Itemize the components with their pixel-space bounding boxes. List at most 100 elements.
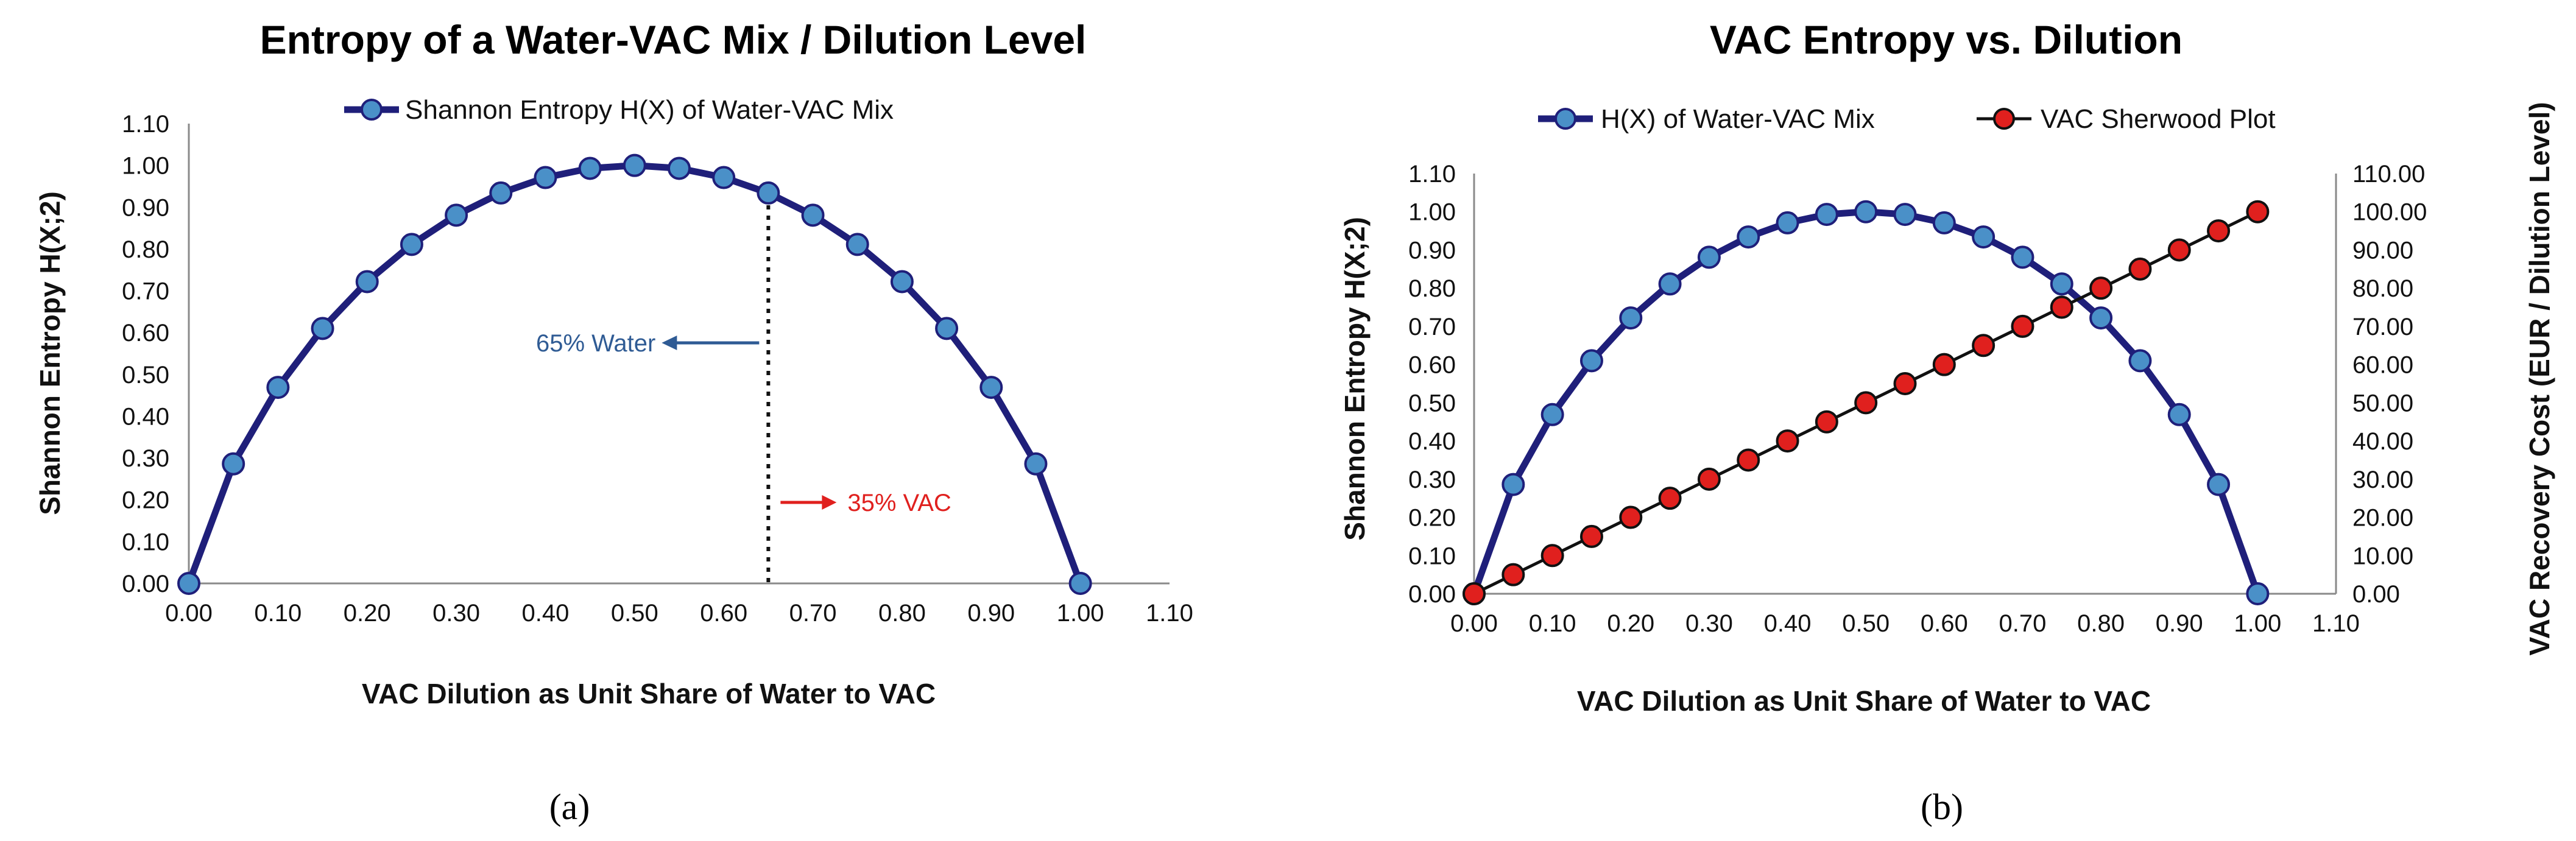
chart-b-sherwood-point	[2167, 238, 2191, 262]
chart-a-y-axis-title: Shannon Entropy H(X;2)	[34, 191, 66, 515]
chart-b-entropy-point	[2011, 245, 2034, 269]
chart-a-data-point	[757, 181, 780, 205]
chart-b-y2-axis-title: VAC Recovery Cost (EUR / Dilution Level)	[2524, 102, 2555, 655]
chart-b-title: VAC Entropy vs. Dilution	[1710, 17, 2183, 62]
chart-b-entropy-point	[1619, 306, 1643, 330]
chart-b-y2-tick-label: 60.00	[2352, 352, 2413, 379]
chart-b-entropy-point	[1658, 272, 1682, 296]
chart-a-y-tick-label: 0.00	[122, 571, 169, 597]
chart-b-entropy-point	[1893, 203, 1917, 227]
chart-b-y2-tick-label: 20.00	[2352, 505, 2413, 532]
chart-b-legend-marker-1	[1554, 108, 1576, 130]
chart-b-entropy-point	[2207, 473, 2231, 496]
chart-b-sherwood-point	[2050, 295, 2073, 319]
chart-b-x-tick-label: 1.10	[2312, 610, 2360, 637]
chart-b-x-tick-label: 0.60	[1921, 610, 1968, 637]
chart-b-entropy-point	[2128, 349, 2152, 373]
chart-b-y-axis-title: Shannon Entropy H(X;2)	[1339, 217, 1371, 541]
chart-a-data-point	[489, 181, 513, 205]
chart-a-y-tick-label: 0.70	[122, 278, 169, 305]
chart-b-y2-tick-label: 80.00	[2352, 275, 2413, 302]
chart-b-y2-tick-label: 30.00	[2352, 466, 2413, 493]
chart-a-y-tick-label: 0.10	[122, 529, 169, 555]
chart-a-data-point	[355, 270, 379, 294]
chart-b-y-tick-label: 0.70	[1408, 314, 1456, 340]
chart-a-series-line	[185, 162, 1084, 585]
chart-b-entropy-point	[2089, 306, 2113, 330]
chart-b-sherwood-point	[1972, 334, 1996, 357]
chart-a-x-tick-labels: 0.00 0.10 0.20 0.30 0.40 0.50 0.60 0.70 0.80 0.90…	[165, 600, 1193, 627]
chart-b-sherwood-point	[2207, 219, 2231, 243]
chart-b-y-tick-label: 0.60	[1408, 352, 1456, 379]
chart-a-data-point	[935, 317, 959, 340]
chart-a-x-axis-title: VAC Dilution as Unit Share of Water to V…	[362, 678, 936, 709]
chart-b-legend-label-1: H(X) of Water-VAC Mix	[1601, 104, 1875, 134]
chart-b-x-axis-title: VAC Dilution as Unit Share of Water to V…	[1577, 685, 2151, 717]
chart-b-y-tick-label: 0.30	[1408, 466, 1456, 493]
chart-a-x-tick-label: 0.20	[344, 600, 391, 627]
chart-a-x-tick-label: 0.30	[432, 600, 480, 627]
chart-b-x-tick-label: 0.40	[1764, 610, 1812, 637]
chart-a-x-tick-label: 1.00	[1057, 600, 1104, 627]
chart-b-legend: H(X) of Water-VAC Mix VAC Sherwood Plot	[1538, 104, 2276, 134]
chart-b-sherwood-point	[1893, 372, 1917, 395]
chart-a-data-point	[801, 203, 825, 227]
chart-b-x-tick-label: 0.50	[1842, 610, 1890, 637]
chart-a-y-tick-label: 0.40	[122, 403, 169, 430]
chart-a-data-point	[1024, 452, 1048, 476]
chart-a-data-point	[845, 233, 869, 256]
chart-b-entropy-point	[1972, 225, 1996, 249]
chart-b-x-tick-label: 0.20	[1607, 610, 1654, 637]
chart-a-data-point	[578, 157, 602, 180]
chart-b-x-tick-label: 0.00	[1450, 610, 1498, 637]
chart-b-y-tick-label: 0.10	[1408, 543, 1456, 569]
chart-b-entropy-point	[1579, 349, 1603, 373]
chart-b-y2-tick-label: 110.00	[2352, 161, 2425, 188]
chart-b-entropy-point	[1737, 225, 1760, 249]
chart-b-entropy-point	[1932, 211, 1956, 234]
chart-b-y2-tick-label: 90.00	[2352, 237, 2413, 264]
chart-b-sherwood-point	[1463, 582, 1486, 605]
chart-b-y2-tick-label: 100.00	[2352, 199, 2427, 226]
chart-a-x-tick-label: 0.50	[611, 600, 658, 627]
chart-panel-b: VAC Entropy vs. Dilution H(X) of Water-V…	[1339, 17, 2555, 827]
chart-b-y2-tick-labels: 0.00 10.00 20.00 30.00 40.00 50.00 60.00 70.00 8…	[2352, 161, 2427, 608]
chart-b-sherwood-point	[1776, 429, 1799, 453]
chart-a-water-annotation: 65% Water	[536, 330, 655, 357]
chart-b-sherwood-points	[1463, 200, 2270, 605]
chart-b-entropy-point	[1776, 211, 1799, 234]
chart-b-sherwood-point	[1501, 563, 1525, 586]
chart-b-legend-label-2: VAC Sherwood Plot	[2041, 104, 2276, 134]
chart-b-y2-tick-label: 50.00	[2352, 390, 2413, 417]
panel-a-label: (a)	[549, 787, 590, 827]
chart-b-y-tick-label: 0.00	[1408, 581, 1456, 608]
chart-a-data-point	[668, 157, 691, 180]
chart-a-data-point	[266, 376, 290, 399]
panel-b-label: (b)	[1921, 787, 1963, 827]
chart-a-x-tick-label: 0.00	[165, 600, 213, 627]
chart-a-y-tick-label: 1.00	[122, 153, 169, 180]
chart-a-y-tick-label: 1.10	[122, 111, 169, 138]
chart-b-x-tick-label: 0.70	[1999, 610, 2047, 637]
chart-b-y2-tick-label: 0.00	[2352, 581, 2400, 608]
chart-b-x-tick-label: 0.80	[2077, 610, 2125, 637]
chart-b-entropy-point	[1540, 403, 1564, 426]
chart-a-y-tick-label: 0.80	[122, 236, 169, 263]
chart-b-sherwood-point	[1697, 467, 1721, 491]
chart-a-vac-annotation: 35% VAC	[847, 490, 951, 516]
chart-b-sherwood-point	[1854, 391, 1878, 415]
chart-b-entropy-point	[2246, 582, 2270, 605]
chart-b-sherwood-point	[1658, 487, 1682, 510]
chart-a-data-point	[712, 166, 736, 189]
chart-b-y-tick-label: 1.00	[1408, 199, 1456, 226]
chart-a-x-tick-label: 0.10	[254, 600, 302, 627]
chart-a-data-point	[623, 153, 646, 177]
chart-a-data-point	[177, 572, 200, 595]
chart-b-y-tick-label: 0.80	[1408, 275, 1456, 302]
chart-b-sherwood-point	[1932, 353, 1956, 376]
chart-a-y-tick-label: 0.30	[122, 445, 169, 472]
chart-b-entropy-point	[2167, 403, 2191, 426]
chart-b-y2-tick-label: 40.00	[2352, 428, 2413, 455]
chart-a-data-point	[1068, 572, 1092, 595]
chart-b-sherwood-point	[2128, 257, 2152, 281]
